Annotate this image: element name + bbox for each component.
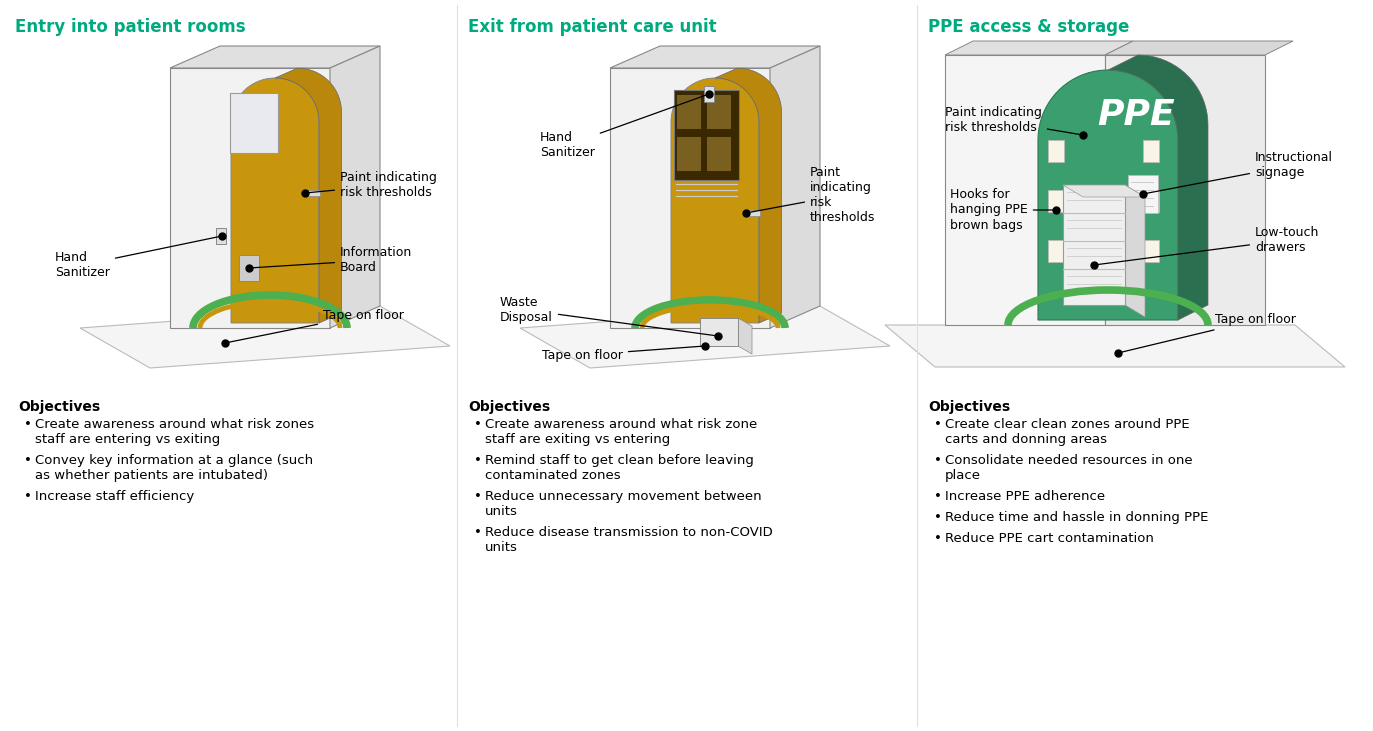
Polygon shape [231,78,319,323]
Bar [1142,190,1159,212]
Text: •: • [934,511,942,524]
Polygon shape [945,55,1105,325]
Text: •: • [474,490,482,503]
Text: Paint indicating
risk thresholds: Paint indicating risk thresholds [308,171,437,199]
Text: contaminated zones: contaminated zones [485,469,621,482]
Polygon shape [275,68,342,323]
Bar [239,255,259,281]
Text: Hand
Sanitizer: Hand Sanitizer [55,237,220,279]
Bar [1048,190,1064,212]
Text: Objectives: Objectives [928,400,1011,414]
Polygon shape [610,46,820,68]
Text: Information
Board: Information Board [251,246,412,274]
Text: carts and donning areas: carts and donning areas [945,433,1107,446]
Polygon shape [330,46,380,328]
Polygon shape [80,306,450,368]
Text: Objectives: Objectives [468,400,551,414]
Text: Increase PPE adherence: Increase PPE adherence [945,490,1105,503]
Text: place: place [945,469,980,482]
Text: Paint indicating
risk thresholds: Paint indicating risk thresholds [945,106,1081,135]
Polygon shape [1105,41,1293,55]
Bar [231,93,277,153]
Polygon shape [671,78,759,323]
Text: •: • [934,418,942,431]
Bar [1048,140,1064,162]
Text: Reduce unnecessary movement between: Reduce unnecessary movement between [485,490,762,503]
Bar [704,86,714,102]
Text: Entry into patient rooms: Entry into patient rooms [15,18,246,36]
Text: Create awareness around what risk zone: Create awareness around what risk zone [485,418,758,431]
Polygon shape [520,306,890,368]
Text: Tape on floor: Tape on floor [228,308,404,342]
Text: Reduce disease transmission to non-COVID: Reduce disease transmission to non-COVID [485,526,773,539]
Text: •: • [23,490,32,503]
Text: •: • [934,454,942,467]
Text: Consolidate needed resources in one: Consolidate needed resources in one [945,454,1193,467]
Text: units: units [485,541,518,554]
Text: Remind staff to get clean before leaving: Remind staff to get clean before leaving [485,454,754,467]
Polygon shape [170,46,380,68]
Text: Reduce time and hassle in donning PPE: Reduce time and hassle in donning PPE [945,511,1208,524]
Bar [1048,240,1064,262]
Text: Objectives: Objectives [18,400,100,414]
Text: staff are entering vs exiting: staff are entering vs exiting [34,433,220,446]
Polygon shape [945,41,1133,55]
Polygon shape [715,68,781,323]
Bar [1129,175,1157,213]
Bar [677,137,702,171]
Text: •: • [474,454,482,467]
Polygon shape [1124,185,1145,317]
Polygon shape [1105,55,1265,325]
Text: units: units [485,505,518,518]
Text: •: • [474,526,482,539]
Text: Reduce PPE cart contamination: Reduce PPE cart contamination [945,532,1153,545]
Text: Hand
Sanitizer: Hand Sanitizer [540,95,706,159]
Bar [746,210,761,216]
Bar [1063,185,1124,305]
Text: Hooks for
hanging PPE
brown bags: Hooks for hanging PPE brown bags [950,189,1053,232]
Bar [700,318,739,346]
Bar [216,228,227,244]
Text: •: • [23,418,32,431]
Text: Paint
indicating
risk
thresholds: Paint indicating risk thresholds [748,166,876,224]
Text: as whether patients are intubated): as whether patients are intubated) [34,469,268,482]
Text: Convey key information at a glance (such: Convey key information at a glance (such [34,454,313,467]
Bar [677,95,702,129]
Text: Create clear clean zones around PPE: Create clear clean zones around PPE [945,418,1189,431]
Text: staff are exiting vs entering: staff are exiting vs entering [485,433,670,446]
Polygon shape [610,68,770,328]
Bar [674,90,739,180]
Polygon shape [1038,70,1178,320]
Text: PPE: PPE [1097,98,1175,132]
Text: Create awareness around what risk zones: Create awareness around what risk zones [34,418,314,431]
Text: Instructional
signage: Instructional signage [1145,151,1333,194]
Text: PPE access & storage: PPE access & storage [928,18,1130,36]
Polygon shape [886,325,1346,367]
Polygon shape [739,318,752,354]
Text: Tape on floor: Tape on floor [1120,314,1296,352]
Bar [707,137,730,171]
Text: Increase staff efficiency: Increase staff efficiency [34,490,194,503]
Text: •: • [934,490,942,503]
Text: •: • [474,418,482,431]
Text: Waste
Disposal: Waste Disposal [500,296,715,336]
Text: Tape on floor: Tape on floor [542,346,702,362]
Bar [1142,240,1159,262]
Text: •: • [934,532,942,545]
Bar [707,95,730,129]
Text: Low-touch
drawers: Low-touch drawers [1097,226,1319,265]
Text: Exit from patient care unit: Exit from patient care unit [468,18,717,36]
Polygon shape [170,68,330,328]
Bar [1142,140,1159,162]
Polygon shape [1063,185,1145,197]
Bar [303,190,320,196]
Text: •: • [23,454,32,467]
Polygon shape [770,46,820,328]
Polygon shape [1108,55,1208,320]
